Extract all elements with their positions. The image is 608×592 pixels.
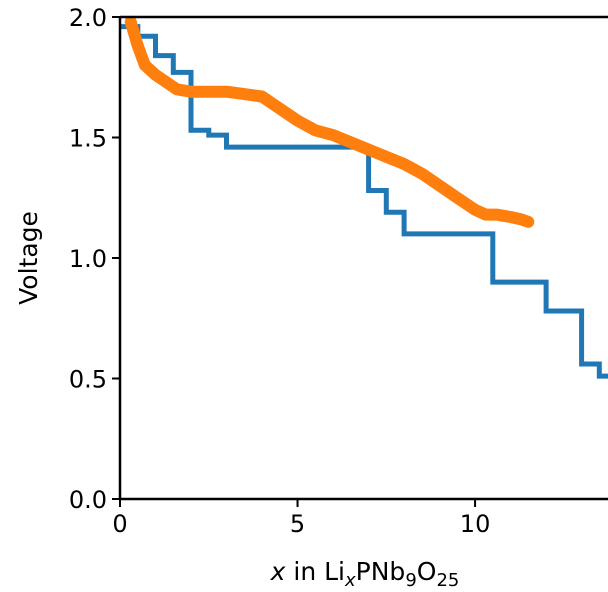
x-axis-label-sub2: 9: [405, 570, 416, 591]
x-axis-label-mid3: O: [417, 557, 437, 586]
y-tick-label: 0.5: [69, 366, 107, 394]
y-tick-label: 1.5: [69, 125, 107, 153]
x-tick-label: 5: [290, 510, 305, 538]
x-axis-label-sub1: x: [344, 570, 356, 591]
y-tick-label: 2.0: [69, 4, 107, 32]
x-tick-label: 10: [460, 510, 491, 538]
series-layer: [120, 15, 608, 379]
y-tick-label: 1.0: [69, 245, 107, 273]
series-line-1: [124, 15, 535, 228]
ticks-layer: 0 5 10 0.0 0.5 1.0 1.5 2.0: [69, 4, 491, 538]
x-axis-label: x in LixPNb9O25: [270, 557, 460, 591]
series-line-0: [120, 24, 608, 379]
x-axis-label-mid2: PNb: [356, 557, 406, 586]
y-tick-label: 0.0: [69, 486, 107, 514]
x-tick-label: 0: [112, 510, 127, 538]
y-axis-label: Voltage: [14, 211, 43, 305]
x-axis-label-var: x: [270, 557, 286, 586]
x-axis-label-mid: in Li: [285, 557, 345, 586]
x-axis-label-sub3: 25: [436, 570, 459, 591]
